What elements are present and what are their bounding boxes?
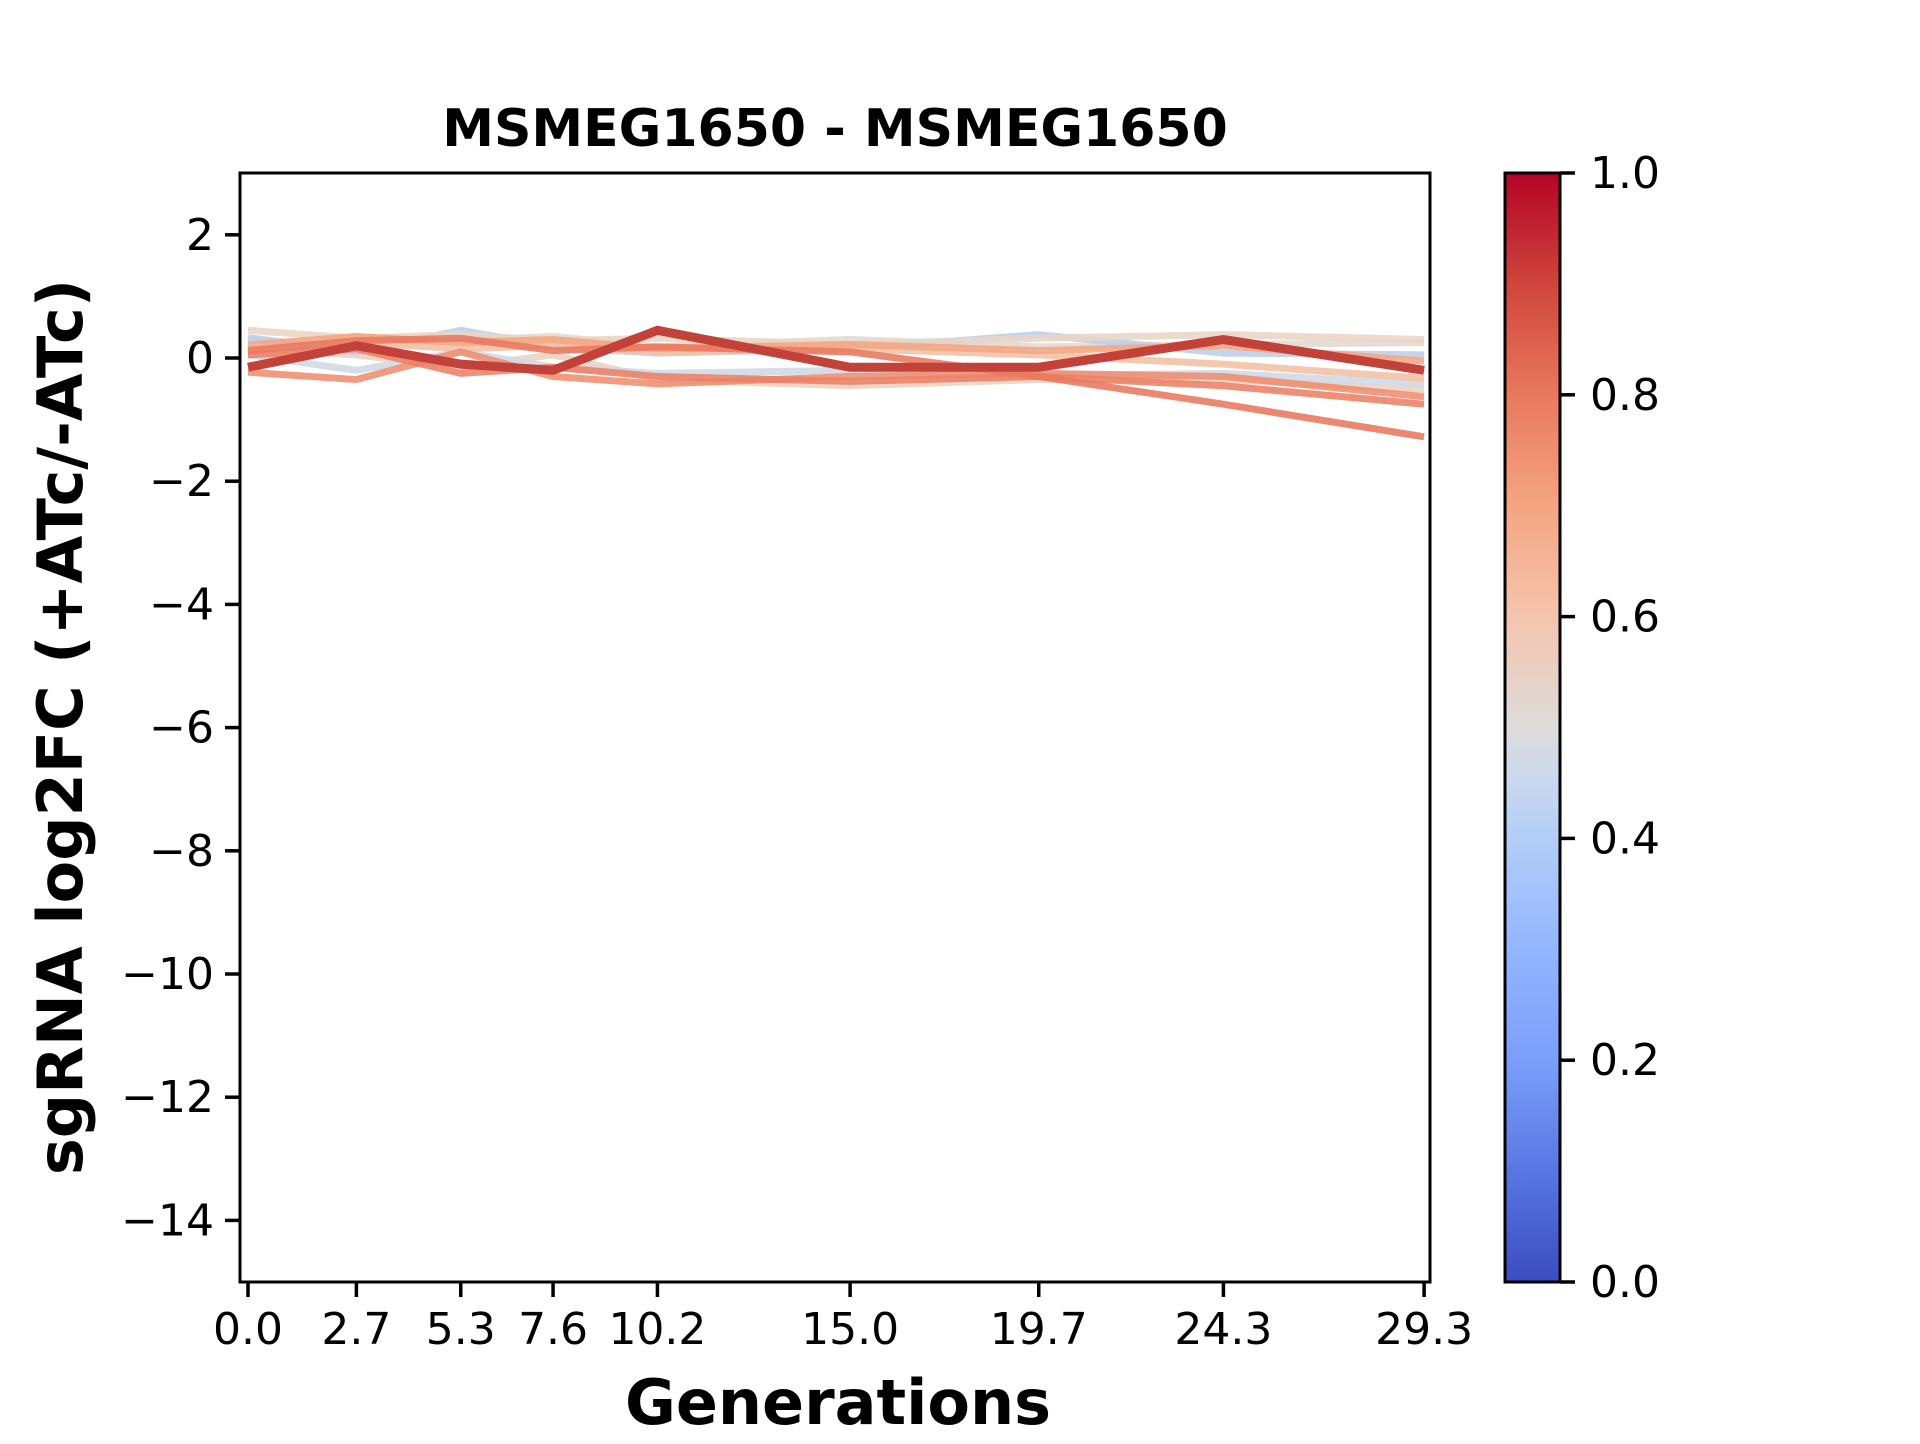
- x-tick-label: 29.3: [1375, 1304, 1473, 1355]
- colorbar-tick-label: 1.0: [1590, 148, 1660, 199]
- x-tick-label: 10.2: [608, 1304, 706, 1355]
- x-axis-label: Generations: [625, 1366, 1051, 1439]
- x-axis: 0.0 2.7 5.3 7.6 10.2 15.0 19.7 24.3 29.3: [213, 1282, 1473, 1355]
- y-tick-label: −4: [149, 579, 214, 630]
- colorbar-tick-label: 0.2: [1590, 1035, 1660, 1086]
- x-tick-label: 15.0: [801, 1304, 899, 1355]
- x-tick-label: 5.3: [426, 1304, 496, 1355]
- colorbar-tick-label: 0.0: [1590, 1257, 1660, 1308]
- x-tick-label: 2.7: [321, 1304, 391, 1355]
- y-tick-label: −10: [121, 949, 214, 1000]
- x-tick-label: 0.0: [213, 1304, 283, 1355]
- y-tick-label: 0: [186, 333, 214, 384]
- y-axis-label: sgRNA log2FC (+ATc/-ATc): [24, 279, 97, 1175]
- colorbar-axis: 1.0 0.8 0.6 0.4 0.2 0.0: [1560, 148, 1660, 1308]
- y-tick-label: 2: [186, 210, 214, 261]
- y-tick-label: −12: [121, 1072, 214, 1123]
- series-line-8: [247, 348, 1425, 401]
- y-tick-label: −6: [149, 703, 214, 754]
- chart-title: MSMEG1650 - MSMEG1650: [442, 99, 1228, 159]
- series-line-10: [247, 334, 1425, 441]
- y-tick-label: −8: [149, 826, 214, 877]
- colorbar: [1503, 171, 1562, 1284]
- x-tick-label: 19.7: [990, 1304, 1088, 1355]
- series-line-9: [247, 345, 1425, 408]
- colorbar-tick-label: 0.4: [1590, 813, 1660, 864]
- y-axis: 2 0 −2 −4 −6 −8 −10 −12 −14: [121, 210, 240, 1246]
- series-line-11: [247, 325, 1425, 375]
- x-tick-label: 24.3: [1174, 1304, 1272, 1355]
- y-tick-label: −14: [121, 1195, 214, 1246]
- colorbar-tick-label: 0.8: [1590, 370, 1660, 421]
- x-tick-label: 7.6: [518, 1304, 588, 1355]
- y-tick-label: −2: [149, 456, 214, 507]
- series-lines-group: [247, 325, 1425, 441]
- colorbar-tick-label: 0.6: [1590, 592, 1660, 643]
